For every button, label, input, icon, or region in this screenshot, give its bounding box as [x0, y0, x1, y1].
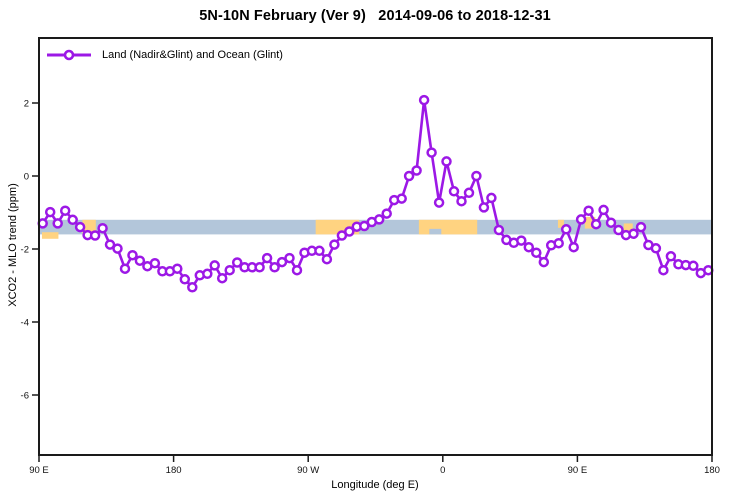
land-patch — [557, 219, 564, 228]
land-patch — [41, 232, 59, 239]
data-point — [172, 263, 183, 274]
legend-label: Land (Nadir&Glint) and Ocean (Glint) — [102, 49, 283, 61]
data-point — [516, 235, 527, 246]
data-point — [560, 224, 572, 235]
y-tick-label: -2 — [21, 245, 29, 256]
data-point — [284, 252, 295, 264]
data-point — [89, 230, 101, 241]
water-notch — [429, 228, 442, 235]
data-point — [418, 94, 430, 106]
data-point — [209, 260, 220, 271]
data-point — [635, 221, 647, 233]
data-point — [658, 264, 669, 276]
chart-title: 5N-10N February (Ver 9) 2014-09-06 to 20… — [199, 8, 551, 24]
data-point — [104, 239, 116, 250]
data-point — [523, 241, 535, 253]
data-point — [396, 193, 407, 204]
x-tick-label: 90 E — [29, 465, 49, 476]
data-point — [471, 170, 482, 182]
y-tick-label: 0 — [24, 172, 29, 183]
data-point — [538, 256, 550, 268]
land-patch — [418, 219, 478, 235]
data-point — [359, 220, 370, 232]
data-point — [52, 218, 63, 229]
data-point — [187, 282, 198, 293]
data-point — [119, 263, 131, 274]
x-tick-label: 180 — [166, 465, 182, 476]
x-tick-label: 0 — [440, 465, 445, 476]
x-tick-label: 90 W — [297, 465, 319, 476]
data-point — [441, 156, 452, 167]
data-point — [463, 187, 475, 199]
data-point — [598, 204, 609, 216]
data-point — [553, 237, 564, 249]
land-patch — [584, 216, 596, 229]
data-point — [202, 268, 213, 280]
data-point — [261, 252, 273, 264]
y-tick-label: -4 — [21, 318, 29, 329]
data-point — [216, 272, 228, 284]
data-point — [583, 205, 594, 216]
data-point — [67, 214, 78, 226]
plot-border — [38, 37, 713, 456]
data-point — [650, 243, 662, 254]
data-point — [456, 195, 467, 207]
ocean-band — [39, 219, 712, 235]
data-point — [486, 192, 497, 204]
data-point — [568, 241, 579, 253]
data-point — [688, 260, 699, 272]
y-tick-label: 2 — [24, 99, 29, 110]
data-point — [74, 221, 86, 233]
y-axis-title: XCO2 - MLO trend (ppm) — [7, 183, 19, 307]
data-point — [344, 226, 355, 237]
data-point — [321, 253, 333, 265]
data-point — [478, 202, 490, 213]
legend-line-marker-icon — [46, 48, 92, 62]
data-point — [44, 206, 56, 218]
data-point — [493, 224, 505, 236]
data-point — [590, 218, 602, 230]
data-point — [276, 256, 288, 268]
data-point — [426, 147, 437, 158]
x-axis-title: Longitude (deg E) — [331, 479, 419, 491]
data-point — [179, 274, 191, 285]
data-point — [381, 208, 392, 219]
data-point — [254, 262, 265, 273]
data-point — [411, 165, 422, 176]
data-point — [373, 214, 385, 225]
data-point — [127, 249, 138, 261]
data-point — [448, 186, 460, 197]
legend: Land (Nadir&Glint) and Ocean (Glint) — [46, 47, 283, 63]
data-point — [403, 170, 415, 182]
x-tick-label: 180 — [704, 465, 720, 476]
data-point — [59, 205, 71, 216]
data-point — [291, 264, 303, 276]
data-point — [112, 243, 123, 254]
x-tick-label: 90 E — [568, 465, 588, 476]
data-point — [613, 224, 624, 236]
data-point — [433, 197, 445, 208]
data-point — [575, 214, 587, 225]
data-point — [231, 257, 243, 268]
data-point — [605, 217, 617, 228]
data-point — [628, 228, 639, 239]
data-point — [224, 264, 235, 276]
data-point — [329, 239, 340, 250]
land-patch — [623, 223, 633, 232]
data-point — [269, 262, 280, 273]
data-point — [665, 251, 677, 262]
y-tick-label: -6 — [21, 391, 29, 402]
data-point — [97, 222, 108, 234]
data-point — [149, 257, 161, 269]
data-point — [314, 245, 325, 257]
data-point — [134, 255, 146, 266]
data-point — [531, 247, 542, 258]
